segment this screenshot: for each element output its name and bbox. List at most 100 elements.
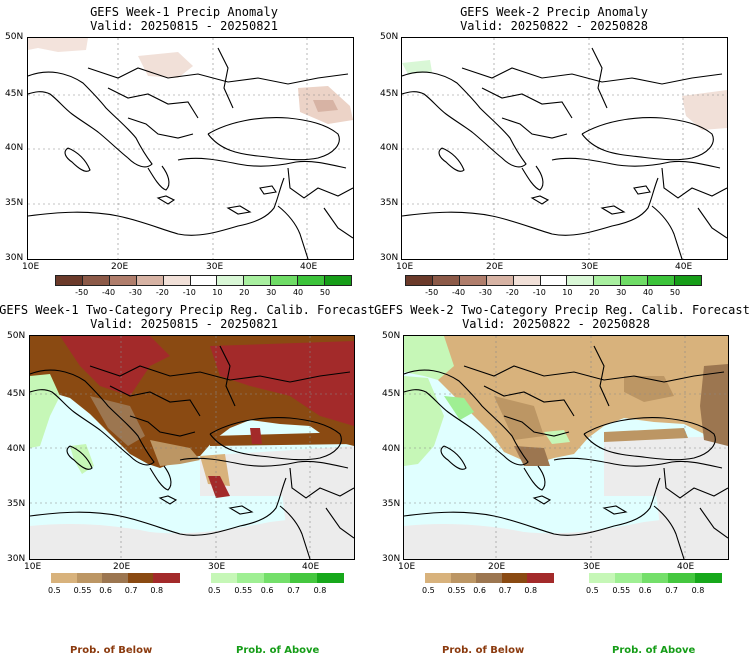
colorbar-cell xyxy=(81,275,110,286)
prob-below-region xyxy=(30,336,354,498)
panel-title: GEFS Week-2 Precip Anomaly xyxy=(460,5,648,19)
colorbar-tick-label: 0.5 xyxy=(422,586,435,595)
colorbar-cell xyxy=(55,275,83,286)
prob-above-label: Prob. of Above xyxy=(236,645,320,656)
colorbar-tick-label: 0.5 xyxy=(586,586,599,595)
lon-label: 30E xyxy=(206,262,224,272)
colorbar-cell xyxy=(290,573,318,583)
anomaly-shading xyxy=(402,60,727,130)
colorbar-tick-label: 30 xyxy=(266,288,277,297)
colorbar-tick-label: 0.6 xyxy=(99,586,112,595)
lat-label: 45N xyxy=(5,89,24,99)
colorbar-cell xyxy=(270,275,299,286)
colorbar-cell xyxy=(324,275,352,286)
colorbar-cell xyxy=(674,275,702,286)
lat-label: 30N xyxy=(380,253,399,263)
lon-label: 20E xyxy=(486,262,504,272)
grid-lines xyxy=(28,38,353,259)
lat-label: 35N xyxy=(7,499,26,509)
colorbar-tick-label: -20 xyxy=(505,288,519,297)
colorbar-tick-label: 0.55 xyxy=(73,586,92,595)
panel-week1-anomaly: GEFS Week-1 Precip Anomaly Valid: 202508… xyxy=(0,0,376,300)
colorbar-cell xyxy=(647,275,676,286)
lon-label: 30E xyxy=(581,262,599,272)
lat-label: 40N xyxy=(382,444,401,454)
anomaly-map-week1 xyxy=(28,38,353,259)
lon-label: 10E xyxy=(396,262,414,272)
colorbar-cell xyxy=(620,275,649,286)
colorbar-cell xyxy=(216,275,245,286)
lat-label: 30N xyxy=(5,253,24,263)
colorbar-cell xyxy=(76,573,104,583)
panel-week2-anomaly: GEFS Week-2 Precip Anomaly Valid: 202508… xyxy=(376,0,752,300)
colorbar-tick-label: 0.8 xyxy=(313,586,327,595)
colorbar-cell xyxy=(641,573,670,583)
colorbar-tick-label: 0.7 xyxy=(124,586,138,595)
colorbar-tick-label: -50 xyxy=(425,288,439,297)
colorbar-cell xyxy=(108,275,137,286)
colorbar-tick-label: 10 xyxy=(212,288,223,297)
lat-label: 50N xyxy=(382,331,401,341)
colorbar-tick-label: 40 xyxy=(292,288,304,297)
lon-label: 40E xyxy=(675,262,693,272)
map-week2-anomaly xyxy=(401,37,728,260)
lon-label: 10E xyxy=(22,262,40,272)
prob-below-label: Prob. of Below xyxy=(70,645,153,656)
colorbar-tick-label: 0.6 xyxy=(638,586,652,595)
panel-valid-dates: Valid: 20250822 - 20250828 xyxy=(462,317,650,331)
anomaly-colorbar: -50 -40 -30 -20 -10 10 20 30 40 50 xyxy=(405,275,702,297)
colorbar-tick-label: 0.55 xyxy=(447,586,466,595)
panel-valid-dates: Valid: 20250815 - 20250821 xyxy=(90,317,278,331)
lat-label: 40N xyxy=(5,143,24,153)
colorbar-tick-label: -10 xyxy=(182,288,196,297)
colorbar-cell xyxy=(162,275,191,286)
prob-above-colorbar: 0.5 0.55 0.6 0.7 0.8 xyxy=(586,573,722,595)
colorbar-tick-label: 0.5 xyxy=(48,586,61,595)
prob-below-colorbar: 0.5 0.55 0.6 0.7 0.8 xyxy=(48,573,180,595)
lon-label: 10E xyxy=(24,562,42,572)
colorbar-tick-label: 30 xyxy=(616,288,627,297)
colorbar-tick-label: 20 xyxy=(589,288,600,297)
colorbar-cell xyxy=(243,275,272,286)
lat-label: 30N xyxy=(382,554,401,564)
colorbar-cell xyxy=(694,573,722,583)
map-week1-anomaly xyxy=(27,37,354,260)
lon-label: 30E xyxy=(583,562,601,572)
prob-above-colorbar: 0.5 0.55 0.6 0.7 0.8 xyxy=(208,573,344,595)
colorbar-cell xyxy=(405,275,433,286)
anomaly-colorbar: -50 -40 -30 -20 -10 10 20 30 40 50 xyxy=(55,275,352,297)
colorbar-tick-label: 50 xyxy=(319,288,331,297)
map-week2-probability xyxy=(403,335,729,560)
colorbar-cell xyxy=(237,573,265,583)
coastlines-borders xyxy=(402,47,727,259)
map-week1-probability xyxy=(29,335,355,560)
colorbar-cell xyxy=(566,275,595,286)
colorbar-tick-label: 0.8 xyxy=(524,586,538,595)
panel-title: GEFS Week-1 Two-Category Precip Reg. Cal… xyxy=(0,303,375,317)
colorbar-cell xyxy=(102,573,129,583)
prob-above-label: Prob. of Above xyxy=(612,645,696,656)
colorbar-tick-label: 0.8 xyxy=(691,586,705,595)
grid-lines xyxy=(404,336,728,559)
prob-below-region xyxy=(434,336,728,466)
anomaly-patch-dry xyxy=(402,60,432,74)
anomaly-map-week2 xyxy=(402,38,727,259)
lon-label: 40E xyxy=(300,262,318,272)
lon-label: 20E xyxy=(111,262,129,272)
lat-label: 45N xyxy=(380,89,399,99)
panel-week1-probability: GEFS Week-1 Two-Category Precip Reg. Cal… xyxy=(0,300,376,662)
colorbar-cell xyxy=(431,275,460,286)
panel-valid-dates: Valid: 20250815 - 20250821 xyxy=(90,19,278,33)
colorbar-cell xyxy=(189,275,218,286)
lat-label: 50N xyxy=(380,32,399,42)
colorbar-cell xyxy=(539,275,568,286)
colorbar-cell xyxy=(153,573,180,583)
colorbar-tick-label: 0.5 xyxy=(208,586,221,595)
colorbar-cell xyxy=(485,275,514,286)
colorbar-cell xyxy=(527,573,554,583)
grid-lines xyxy=(402,38,727,259)
lat-label: 45N xyxy=(7,389,26,399)
colorbar-tick-label: -30 xyxy=(478,288,492,297)
colorbar-cell xyxy=(589,573,617,583)
colorbar-tick-label: -50 xyxy=(75,288,89,297)
